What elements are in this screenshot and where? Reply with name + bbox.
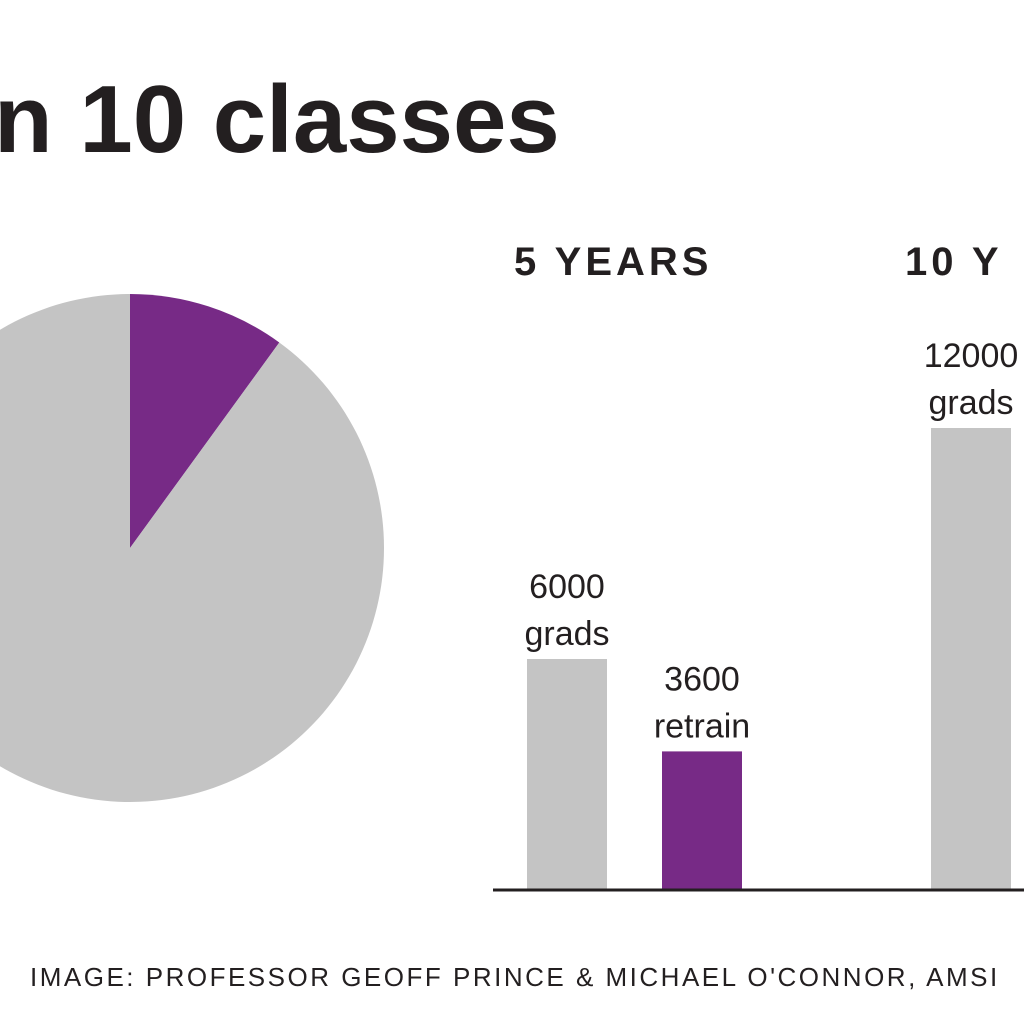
data-label-grads-1-1: grads bbox=[928, 384, 1013, 422]
image-credit: IMAGE: PROFESSOR GEOFF PRINCE & MICHAEL … bbox=[30, 962, 1000, 992]
pie-slice-1 bbox=[0, 294, 384, 802]
bar-grads-0 bbox=[527, 659, 607, 890]
data-label-grads-1-0: 12000 bbox=[924, 337, 1019, 375]
group-label-0: 5 YEARS bbox=[514, 240, 712, 284]
pie-slice-0 bbox=[130, 294, 280, 548]
data-label-retrain-0-1: retrain bbox=[654, 707, 750, 745]
pie-chart bbox=[0, 294, 384, 802]
data-label-grads-0-1: grads bbox=[524, 615, 609, 653]
data-label-grads-0-0: 6000 bbox=[529, 568, 605, 606]
chart-title: n 10 classes bbox=[0, 66, 560, 173]
bar-chart: 5 YEARS 10 Y 6000 grads 12000 grads 3600 retrai… bbox=[493, 240, 1024, 892]
bar-grads-1 bbox=[931, 428, 1011, 890]
data-label-retrain-0-0: 3600 bbox=[664, 660, 740, 698]
bar-retrain-0 bbox=[662, 751, 742, 890]
group-label-1: 10 Y bbox=[905, 240, 1003, 284]
